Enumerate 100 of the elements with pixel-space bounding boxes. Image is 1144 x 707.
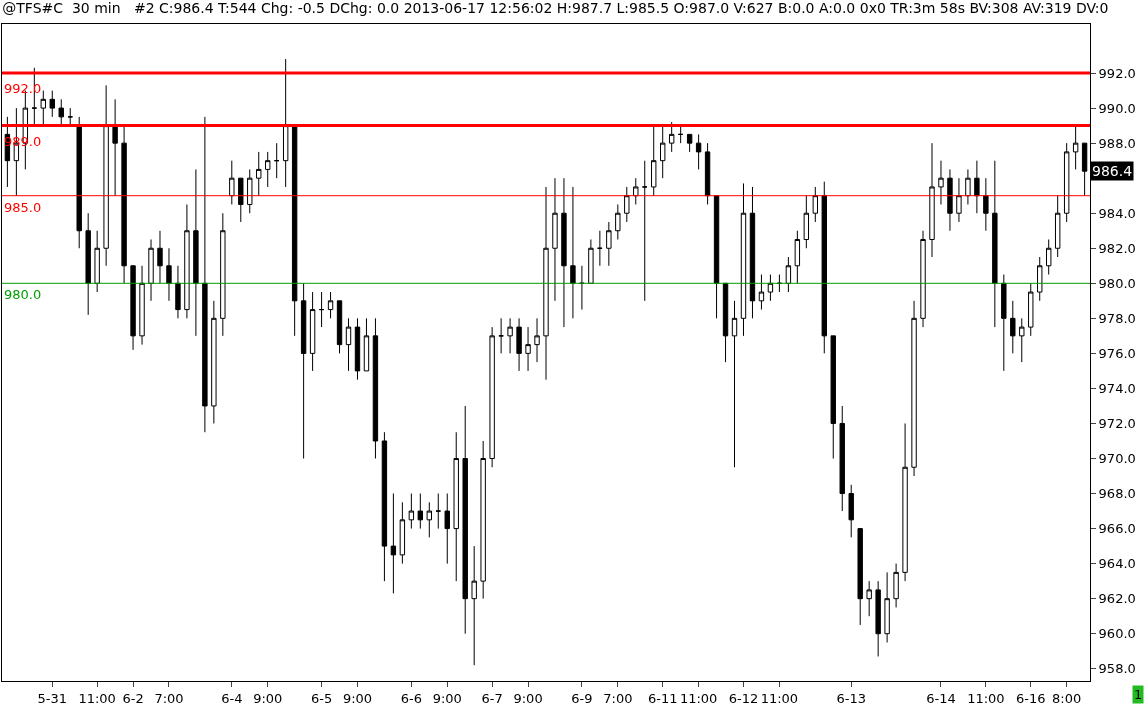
x-tick-label: 6-4 [221, 690, 243, 706]
candlestick [929, 142, 935, 258]
y-tick-label: 970.0 [1098, 451, 1136, 467]
y-tick-label: 964.0 [1098, 556, 1136, 572]
candlestick [983, 177, 989, 232]
candlestick [345, 317, 352, 372]
candlestick [839, 405, 845, 512]
x-tick-label: 11:00 [78, 690, 116, 706]
candlestick [282, 58, 289, 188]
x-tick-label: 6-14 [926, 690, 956, 706]
candlestick [543, 186, 549, 381]
candlestick [794, 230, 801, 284]
candlestick [390, 493, 397, 594]
candlestick [992, 160, 998, 328]
y-tick-label: 966.0 [1098, 521, 1136, 537]
x-tick-label: 11:00 [967, 690, 1005, 706]
candlestick [731, 300, 738, 468]
candlestick [229, 160, 235, 205]
candlestick [40, 90, 46, 127]
candlestick [686, 133, 693, 153]
candlestick [462, 405, 468, 635]
candlestick [166, 247, 172, 302]
candlestick [767, 274, 774, 302]
candlestick [193, 168, 199, 337]
text: 1 [1134, 687, 1143, 702]
candlestick [812, 186, 819, 223]
candlestick [902, 422, 908, 582]
candlestick [561, 177, 567, 328]
candlestick [1001, 274, 1007, 372]
candlestick [956, 177, 962, 223]
candlestick [579, 265, 585, 311]
candlestick [238, 177, 244, 223]
y-tick-label: 968.0 [1098, 486, 1136, 502]
candlestick [435, 493, 441, 530]
candlestick [974, 160, 980, 214]
candlestick [740, 182, 747, 337]
x-tick-label: 6-6 [400, 690, 422, 706]
candlestick [67, 107, 73, 127]
candlestick [633, 177, 639, 205]
y-tick-label: 982.0 [1098, 240, 1136, 256]
candlestick [1072, 125, 1079, 170]
candlestick [444, 493, 450, 565]
y-tick-label: 974.0 [1098, 380, 1136, 396]
candlestick [552, 177, 558, 302]
candlestick [911, 300, 917, 477]
candlestick [121, 125, 127, 284]
candlestick [507, 317, 513, 354]
candlestick [130, 265, 136, 351]
candlestick [947, 168, 953, 232]
candlestick [785, 256, 792, 293]
candlestick [211, 300, 217, 424]
candlestick [291, 125, 298, 337]
y-tick-label: 976.0 [1098, 345, 1136, 361]
x-tick-label: 5-31 [37, 690, 68, 706]
candlestick [597, 230, 603, 267]
candlestick [1037, 256, 1043, 302]
candlestick [668, 121, 675, 153]
candlestick [1028, 282, 1034, 337]
candlestick [588, 239, 594, 284]
candlestick [489, 326, 495, 468]
candlestick [453, 431, 459, 582]
candlestick [965, 168, 971, 205]
candlestick [318, 291, 325, 328]
candlestick [749, 186, 756, 319]
candlestick [265, 151, 271, 188]
candlestick [1019, 317, 1025, 363]
x-tick-label: 9:00 [342, 690, 373, 706]
y-tick-label: 990.0 [1098, 100, 1136, 116]
y-tick-label: 978.0 [1098, 310, 1136, 326]
y-tick-label: 960.0 [1098, 626, 1136, 642]
candlestick [848, 484, 854, 538]
candlestick [354, 317, 361, 381]
candlestick [1046, 239, 1052, 276]
candlestick [372, 317, 379, 459]
y-tick-label: 972.0 [1098, 416, 1136, 432]
candlestick [94, 230, 100, 293]
candlestick [938, 160, 944, 205]
y-tick-label: 992.0 [1098, 65, 1136, 81]
candlestick [256, 151, 262, 197]
candlestick [821, 181, 827, 354]
candlestick [660, 125, 666, 179]
x-tick-label: 6-7 [481, 690, 503, 706]
candlestick [920, 230, 926, 328]
candlestick [363, 317, 370, 372]
x-tick-label: 11:00 [679, 690, 718, 706]
candlestick [220, 212, 226, 337]
candlestick [677, 125, 684, 144]
candlestick [642, 160, 648, 302]
candlestick [309, 291, 316, 372]
candlestick [498, 317, 504, 354]
candlestick [893, 563, 899, 608]
candlestick [875, 580, 881, 657]
candlestick [651, 125, 657, 197]
x-tick-label: 11:00 [760, 690, 799, 706]
x-tick-label: 9:00 [432, 690, 462, 706]
candlestick [85, 212, 91, 316]
candlestick [866, 580, 872, 617]
candlestick [300, 282, 307, 459]
x-tick-label: 6-11 [647, 690, 678, 706]
x-tick-label: 7:00 [603, 690, 633, 706]
